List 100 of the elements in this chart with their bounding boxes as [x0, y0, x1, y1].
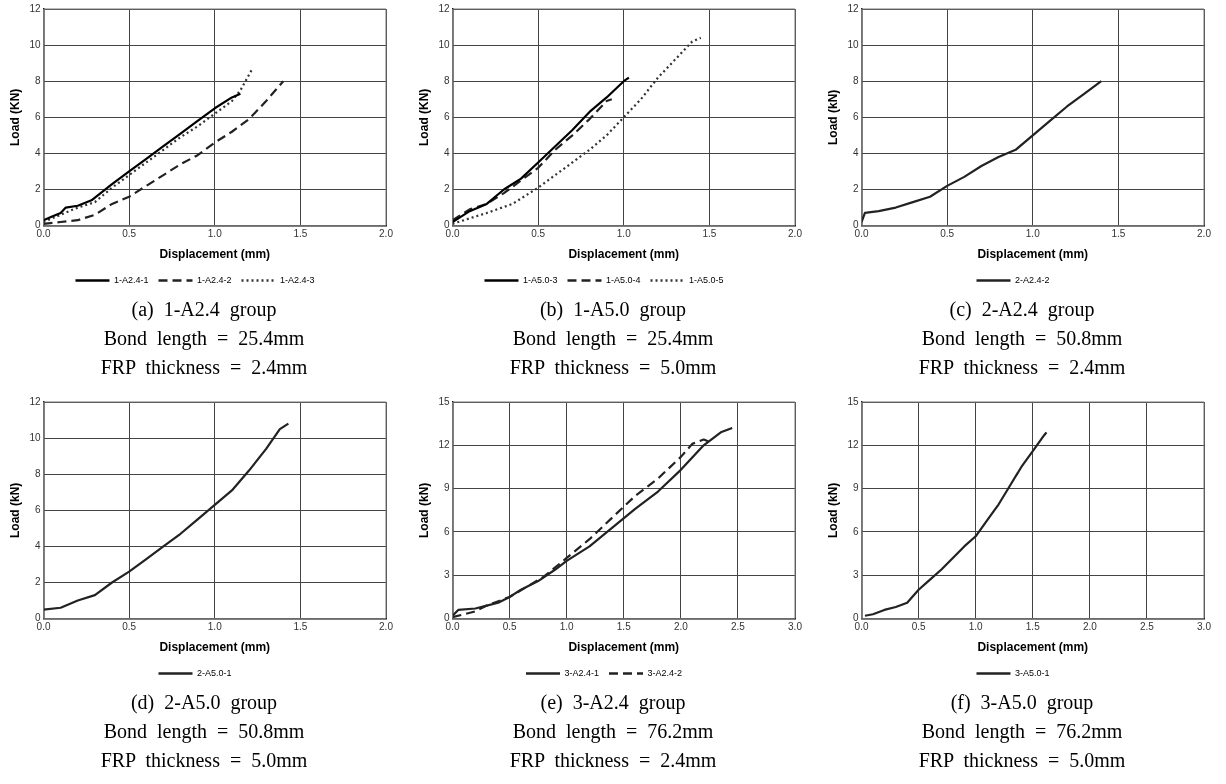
line-series [452, 98, 613, 222]
x-axis-title: Displacement (mm) [159, 247, 271, 262]
text: FRP thickness = 2.4mm [917, 355, 1127, 380]
y-tick-label: 6 [852, 525, 859, 537]
text: FRP thickness = 5.0mm [99, 748, 309, 773]
y-tick-label: 0 [34, 219, 41, 231]
text: (f) 3-A5.0 group [949, 690, 1095, 716]
x-tick-label: 1.0 [559, 621, 575, 633]
x-tick-label: 0.5 [531, 228, 546, 240]
y-tick-label: 8 [852, 74, 859, 86]
x-tick-label: 0.5 [122, 228, 137, 240]
y-tick-label: 10 [438, 38, 450, 50]
x-tick-label: 0.5 [502, 621, 517, 633]
x-tick-label: 1.5 [1025, 621, 1041, 633]
legend-label: 1-A5.0-3 [522, 274, 558, 285]
x-tick-label: 2.0 [673, 621, 689, 633]
x-tick-label: 3.0 [1197, 621, 1212, 633]
text: (a) 1-A2.4 group [130, 297, 278, 323]
y-tick-label: 0 [852, 612, 859, 624]
x-tick-label: 0.0 [36, 621, 51, 633]
legend-label: 1-A2.4-2 [196, 274, 232, 285]
y-tick-label: 12 [438, 2, 450, 14]
x-tick-label: 1.0 [207, 621, 223, 633]
y-tick-label: 8 [443, 74, 450, 86]
legend-label: 3-A2.4-2 [647, 667, 683, 678]
text: Bond length = 25.4mm [102, 326, 306, 352]
x-axis-title: Displacement (mm) [159, 640, 271, 655]
x-tick-label: 0.5 [122, 621, 137, 633]
legend-label: 1-A2.4-1 [113, 274, 149, 285]
x-tick-label: 0.0 [445, 621, 460, 633]
y-axis-title: Load (kN) [825, 89, 840, 145]
x-tick-label: 1.5 [616, 621, 632, 633]
x-axis-title: Displacement (mm) [977, 247, 1089, 262]
text: Bond length = 76.2mm [511, 719, 715, 745]
y-tick-label: 12 [438, 439, 450, 451]
x-tick-label: 2.5 [730, 621, 746, 633]
y-axis-title: Load (KN) [7, 88, 22, 146]
y-axis-title: Load (KN) [416, 88, 431, 146]
text: Bond length = 76.2mm [920, 719, 1124, 745]
y-tick-label: 12 [29, 395, 41, 407]
legend-label: 2-A5.0-1 [196, 667, 232, 678]
y-tick-label: 6 [852, 111, 859, 123]
x-tick-label: 0.0 [854, 228, 869, 240]
text: FRP thickness = 5.0mm [917, 748, 1127, 773]
y-tick-label: 15 [438, 395, 450, 407]
y-tick-label: 6 [34, 504, 41, 516]
text: (d) 2-A5.0 group [129, 690, 279, 716]
x-tick-label: 0.0 [36, 228, 51, 240]
y-tick-label: 12 [847, 439, 859, 451]
y-axis-title: Load (kN) [7, 482, 22, 538]
y-tick-label: 0 [34, 612, 41, 624]
line-series [43, 67, 254, 224]
y-tick-label: 4 [443, 147, 450, 159]
text: Bond length = 25.4mm [511, 326, 715, 352]
y-tick-label: 2 [34, 576, 41, 588]
y-tick-label: 12 [29, 2, 41, 14]
x-tick-label: 2.0 [379, 621, 394, 633]
x-tick-label: 1.5 [293, 228, 308, 240]
y-tick-label: 8 [34, 467, 41, 479]
y-tick-label: 2 [34, 183, 41, 195]
x-axis-title: Displacement (mm) [977, 640, 1089, 655]
x-tick-label: 1.0 [1025, 228, 1041, 240]
y-tick-label: 12 [847, 2, 859, 14]
text: (c) 2-A2.4 group [948, 297, 1096, 323]
x-tick-label: 2.0 [1082, 621, 1098, 633]
y-tick-label: 4 [34, 540, 41, 552]
text: Bond length = 50.8mm [920, 326, 1124, 352]
text: Bond length = 50.8mm [102, 719, 306, 745]
x-tick-label: 2.0 [1197, 228, 1212, 240]
y-tick-label: 2 [852, 183, 859, 195]
y-tick-label: 6 [443, 525, 450, 537]
x-tick-label: 0.5 [940, 228, 955, 240]
legend-label: 3-A2.4-1 [564, 667, 600, 678]
y-tick-label: 4 [34, 147, 41, 159]
y-tick-label: 3 [443, 569, 450, 581]
x-tick-label: 0.5 [911, 621, 926, 633]
y-tick-label: 8 [34, 74, 41, 86]
y-tick-label: 6 [443, 111, 450, 123]
y-tick-label: 6 [34, 111, 41, 123]
y-axis-title: Load (kN) [416, 482, 431, 538]
y-tick-label: 9 [852, 482, 859, 494]
legend-label: 1-A5.0-4 [605, 274, 641, 285]
y-tick-label: 0 [852, 219, 859, 231]
text: FRP thickness = 2.4mm [508, 748, 718, 773]
y-tick-label: 4 [852, 147, 859, 159]
x-tick-label: 1.0 [968, 621, 984, 633]
x-axis-title: Displacement (mm) [568, 640, 680, 655]
y-tick-label: 2 [443, 183, 450, 195]
y-tick-label: 10 [29, 38, 41, 50]
y-tick-label: 10 [29, 431, 41, 443]
x-tick-label: 0.0 [854, 621, 869, 633]
text: (e) 3-A2.4 group [539, 690, 687, 716]
x-tick-label: 3.0 [788, 621, 803, 633]
x-tick-label: 1.0 [207, 228, 223, 240]
x-tick-label: 2.5 [1139, 621, 1155, 633]
y-axis-title: Load (kN) [825, 482, 840, 538]
y-tick-label: 0 [443, 219, 450, 231]
legend-label: 1-A2.4-3 [280, 274, 315, 285]
legend-label: 1-A5.0-5 [689, 274, 724, 285]
y-tick-label: 10 [847, 38, 859, 50]
